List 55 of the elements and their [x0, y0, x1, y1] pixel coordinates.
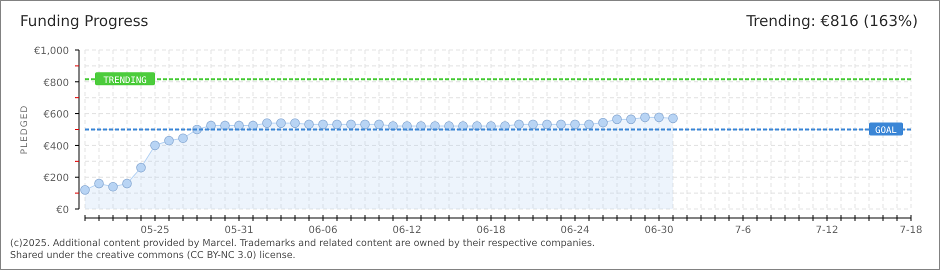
point [136, 162, 146, 172]
x-tick-label: 06-06 [308, 225, 338, 236]
x-tick-label: 06-30 [644, 225, 674, 236]
point [234, 120, 244, 130]
y-tick-label: €400 [44, 141, 69, 152]
point [164, 136, 174, 146]
point [346, 120, 356, 130]
ref-line-label: GOAL [875, 126, 897, 136]
x-tick-label: 05-25 [140, 225, 170, 236]
text: (c)2025. Additional content provided by Marcel. Trademarks and related content are owned by their respective companies. [10, 238, 595, 249]
point [612, 114, 622, 124]
point [80, 185, 90, 195]
point [248, 120, 258, 130]
y-tick-label: €200 [44, 173, 69, 184]
text: Shared under the creative commons (CC BY-NC 3.0) license. [10, 250, 296, 261]
point [290, 118, 300, 128]
y-tick-label: €800 [44, 78, 69, 89]
point [150, 140, 160, 150]
point [276, 118, 286, 128]
point [542, 120, 552, 130]
point [108, 182, 118, 192]
point [332, 120, 342, 130]
point [514, 120, 524, 130]
point [654, 112, 664, 122]
point [668, 114, 678, 124]
x-tick-label: 05-31 [224, 225, 254, 236]
ref-line-label: TRENDING [103, 76, 147, 86]
point [318, 120, 328, 130]
y-tick-label: €600 [44, 110, 69, 121]
x-tick-label: 06-18 [476, 225, 506, 236]
y-tick-label: €1,000 [34, 46, 69, 57]
point [374, 120, 384, 130]
point [528, 120, 538, 130]
point [626, 114, 636, 124]
x-tick-label: 7-6 [734, 225, 752, 236]
point [360, 120, 370, 130]
point [640, 112, 650, 122]
point [122, 178, 132, 188]
x-tick-label: 7-18 [900, 225, 922, 236]
point [178, 133, 188, 144]
point [584, 120, 594, 130]
chart-subtitle: Trending: €816 (163%) [745, 12, 918, 30]
x-tick-label: 7-12 [816, 225, 838, 236]
point [556, 120, 566, 130]
point [94, 178, 104, 188]
point [206, 120, 216, 130]
chart-title: Funding Progress [20, 12, 149, 30]
point [570, 120, 580, 130]
point [304, 120, 314, 130]
y-axis-title: PLEDGED [20, 104, 30, 154]
point [598, 118, 608, 128]
x-tick-label: 06-12 [392, 225, 422, 236]
point [262, 118, 272, 128]
y-tick-label: €0 [56, 205, 69, 216]
x-tick-label: 06-24 [560, 225, 590, 236]
